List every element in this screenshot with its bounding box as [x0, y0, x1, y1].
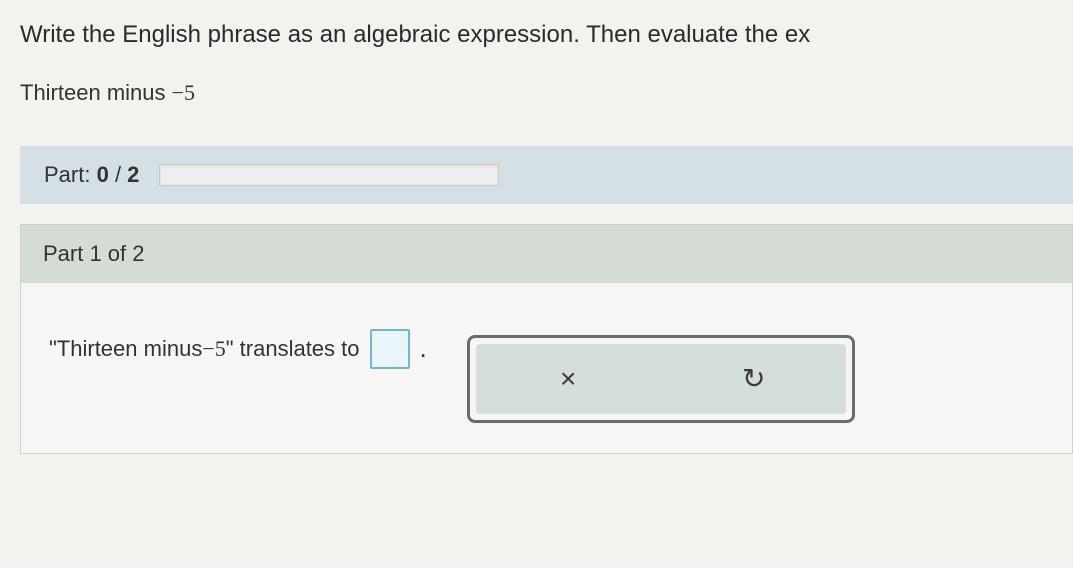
phrase-value: −5 [172, 80, 195, 105]
progress-label-prefix: Part: [44, 162, 97, 187]
phrase-prefix: Thirteen minus [20, 80, 172, 105]
undo-icon[interactable]: ↺ [733, 362, 773, 395]
answer-input[interactable] [370, 329, 410, 369]
translate-suffix: " translates to [226, 336, 360, 362]
translate-prefix: "Thirteen minus [49, 336, 202, 362]
question-phrase: Thirteen minus −5 [20, 80, 1073, 106]
translate-period: . [420, 333, 427, 364]
part-header: Part 1 of 2 [21, 225, 1072, 283]
translate-line: "Thirteen minus −5" translates to . [49, 329, 427, 369]
progress-section: Part: 0 / 2 [20, 146, 1073, 204]
progress-current: 0 [97, 162, 109, 187]
action-panel: × ↺ [467, 335, 855, 423]
part-panel: Part 1 of 2 "Thirteen minus −5" translat… [20, 224, 1073, 454]
translate-value: −5 [202, 336, 225, 362]
progress-sep: / [109, 162, 127, 187]
progress-label: Part: 0 / 2 [44, 162, 139, 188]
progress-track [159, 164, 499, 186]
clear-icon[interactable]: × [548, 363, 588, 395]
part-body: "Thirteen minus −5" translates to . × ↺ [21, 283, 1072, 453]
undo-glyph: ↺ [742, 362, 765, 395]
question-prompt: Write the English phrase as an algebraic… [20, 18, 1073, 52]
action-inner: × ↺ [476, 344, 846, 414]
progress-total: 2 [127, 162, 139, 187]
question-page: Write the English phrase as an algebraic… [0, 0, 1073, 454]
